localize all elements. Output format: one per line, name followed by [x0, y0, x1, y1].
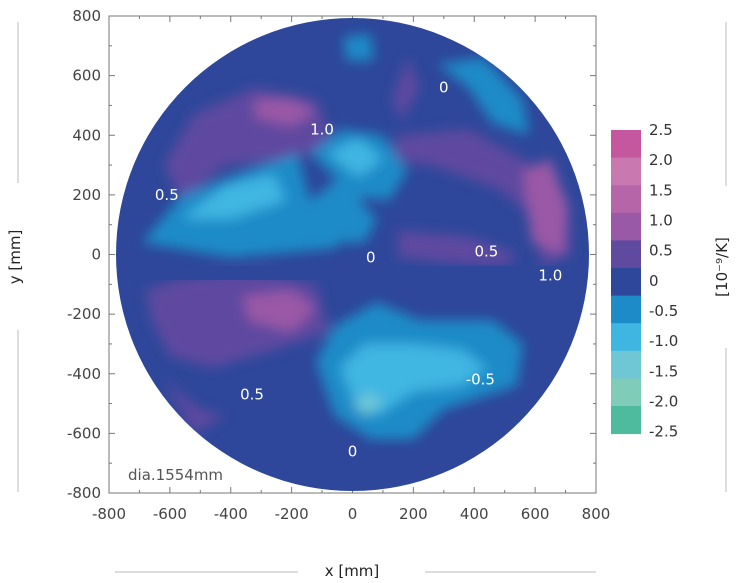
- x-tick-label: -400: [214, 505, 248, 523]
- y-axis-title: y [mm]: [6, 230, 24, 285]
- contour-region: [343, 33, 374, 61]
- contour-region: [182, 174, 286, 219]
- contour-label: 1.0: [310, 120, 334, 138]
- axis-ticks: [108, 15, 597, 494]
- center-band: [130, 266, 574, 280]
- x-tick-label: 0: [348, 505, 358, 523]
- colorbar: 2.5 2.0 1.5 1.0 0.5 0 -0.5 -1.0 -1.5 -2.0 -2.5: [611, 121, 678, 441]
- y-tick-label: 800: [72, 7, 101, 25]
- y-tick-label: 200: [72, 186, 101, 204]
- colorbar-swatch: [611, 240, 641, 269]
- colorbar-label: 0: [649, 272, 659, 290]
- x-tick-labels: -800 -600 -400 -200 0 200 400 600 800: [92, 505, 610, 523]
- contour-region: [389, 129, 572, 267]
- contour-region: [398, 230, 517, 267]
- decorative-rules: [17, 22, 727, 573]
- contour-region: [523, 159, 569, 255]
- contour-label: -0.5: [466, 371, 495, 389]
- y-tick-label: -200: [67, 305, 101, 323]
- contour-region: [437, 57, 529, 136]
- contour-region: [352, 391, 383, 416]
- colorbar-swatch: [611, 323, 641, 352]
- colorbar-label: 0.5: [649, 242, 673, 260]
- contour-regions: [142, 33, 572, 440]
- contour-region: [242, 290, 316, 332]
- colorbar-swatch: [611, 295, 641, 324]
- x-axis-title: x [mm]: [325, 562, 380, 580]
- colorbar-swatch: [611, 212, 641, 241]
- y-tick-label: -800: [67, 484, 101, 502]
- colorbar-label: -2.0: [649, 392, 678, 410]
- x-tick-label: 200: [399, 505, 428, 523]
- wafer-disc: [116, 18, 589, 491]
- contour-label: 0.5: [474, 243, 498, 261]
- contour-region: [163, 379, 225, 434]
- x-tick-label: 400: [460, 505, 489, 523]
- colorbar-label: 1.0: [649, 212, 673, 230]
- x-tick-label: -600: [153, 505, 187, 523]
- contour-label: 0: [348, 442, 358, 460]
- x-tick-label: 600: [521, 505, 550, 523]
- colorbar-swatch: [611, 350, 641, 379]
- contour-label: 0.5: [240, 386, 264, 404]
- diameter-annotation: dia.1554mm: [128, 466, 223, 484]
- contour-region: [316, 200, 377, 243]
- colorbar-swatch: [611, 130, 641, 159]
- colorbar-swatch: [611, 378, 641, 407]
- colorbar-label: -2.5: [649, 423, 678, 441]
- contour-region: [392, 57, 420, 121]
- x-tick-label: -200: [275, 505, 309, 523]
- contour-label: 1.0: [538, 266, 562, 284]
- colorbar-label: 1.5: [649, 181, 673, 199]
- x-tick-label: -800: [92, 505, 126, 523]
- contour-label: 0.5: [155, 186, 179, 204]
- contour-label: 0: [439, 79, 449, 97]
- colorbar-label: -1.0: [649, 332, 678, 350]
- contour-label: 0: [366, 248, 376, 266]
- y-tick-label: 0: [91, 246, 101, 264]
- colorbar-swatch: [611, 406, 641, 435]
- contour-labels: 1.0 0 0.5 0 0.5 1.0 -0.5 0.5 0: [155, 79, 562, 461]
- x-tick-label: 800: [582, 505, 611, 523]
- y-tick-label: -600: [67, 424, 101, 442]
- colorbar-swatch: [611, 185, 641, 214]
- contour-region: [255, 99, 316, 127]
- contour-region: [328, 138, 383, 177]
- y-tick-labels: -800 -600 -400 -200 0 200 400 600 800: [67, 7, 101, 502]
- colorbar-label: 2.0: [649, 151, 673, 169]
- y-tick-label: 600: [72, 67, 101, 85]
- colorbar-unit: [10⁻⁹/K]: [713, 237, 731, 297]
- colorbar-swatch: [611, 157, 641, 186]
- y-tick-label: 400: [72, 126, 101, 144]
- colorbar-label: 2.5: [649, 121, 673, 139]
- colorbar-swatch: [611, 268, 641, 297]
- colorbar-label: -1.5: [649, 362, 678, 380]
- colorbar-label: -0.5: [649, 302, 678, 320]
- y-tick-label: -400: [67, 365, 101, 383]
